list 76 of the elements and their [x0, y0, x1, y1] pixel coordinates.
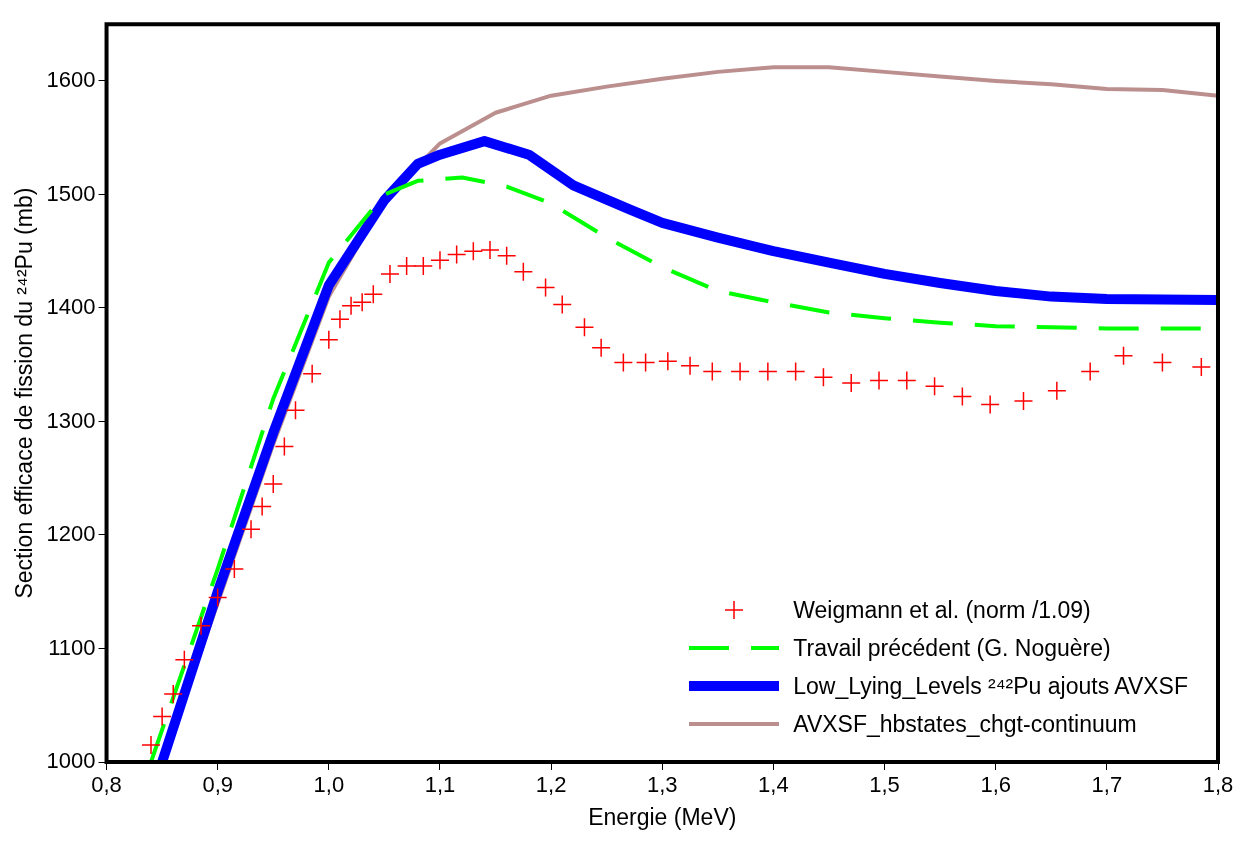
point: [1152, 352, 1173, 373]
point: [274, 436, 295, 457]
y-tick-label: 1100: [48, 634, 96, 660]
y-tick-label: 1200: [46, 521, 96, 547]
legend-label: Weigmann et al. (norm /1.09): [793, 596, 1091, 624]
point: [263, 474, 284, 494]
point: [302, 364, 322, 384]
point: [496, 246, 517, 266]
point: [252, 496, 272, 517]
x-tick-label: 0,8: [91, 772, 122, 798]
point: [952, 386, 973, 407]
point: [141, 735, 161, 755]
point: [1080, 361, 1100, 382]
x-tick-label: 1,0: [313, 772, 345, 798]
x-tick-label: 1,4: [758, 772, 789, 798]
point: [897, 370, 917, 391]
y-tick-label: 1500: [46, 180, 96, 206]
y-axis-title: Section efficace de fission du ²⁴²Pu (mb): [11, 187, 38, 599]
point: [152, 706, 172, 727]
point: [413, 256, 434, 276]
point: [241, 519, 261, 540]
point: [869, 370, 889, 391]
legend-label: Low_Lying_Levels ²⁴²Pu ajouts AVXSF: [793, 672, 1188, 700]
point: [174, 650, 195, 670]
point: [191, 616, 211, 636]
point: [352, 292, 372, 313]
point: [446, 244, 467, 265]
point: [635, 352, 656, 373]
x-tick-label: 1,6: [980, 772, 1012, 798]
point: [702, 361, 723, 382]
point: [730, 361, 750, 382]
point: [980, 394, 1000, 415]
legend-label: AVXSF_hbstates_chgt-continuum: [793, 710, 1137, 738]
y-tick-label: 1400: [46, 294, 96, 320]
point: [591, 337, 611, 358]
point: [658, 351, 678, 372]
point: [396, 256, 417, 276]
point: [285, 400, 306, 420]
point: [1191, 357, 1212, 377]
x-tick-label: 1,3: [646, 772, 678, 798]
x-tick-label: 1,8: [1202, 772, 1234, 798]
point: [513, 261, 534, 282]
point: [841, 373, 861, 393]
legend-label: Travail précédent (G. Noguère): [793, 634, 1111, 662]
y-tick-label: 1000: [46, 748, 96, 774]
point: [463, 241, 484, 261]
point: [758, 361, 778, 382]
x-tick-label: 0,9: [202, 772, 233, 798]
point: [319, 330, 339, 350]
x-tick-label: 1,1: [424, 772, 456, 798]
point: [613, 352, 634, 373]
point: [341, 295, 361, 316]
point: [163, 684, 183, 704]
x-tick-label: 1,5: [869, 772, 900, 798]
point: [380, 264, 400, 284]
point: [924, 376, 945, 397]
x-tick-label: 1,2: [535, 772, 567, 798]
y-tick-label: 1600: [46, 67, 96, 93]
point: [574, 317, 595, 338]
point: [1013, 391, 1034, 411]
point: [224, 559, 245, 579]
point: [552, 294, 572, 315]
point: [813, 367, 834, 387]
x-axis-title: Energie (MeV): [588, 803, 737, 830]
x-tick-label: 1,7: [1091, 772, 1123, 798]
point: [785, 361, 806, 382]
point: [207, 587, 228, 608]
point: [480, 240, 500, 260]
point: [680, 356, 700, 376]
point: [430, 250, 450, 271]
y-tick-label: 1300: [46, 407, 96, 433]
point: [535, 277, 556, 298]
point: [330, 309, 350, 330]
point: [1047, 381, 1067, 401]
point: [1113, 345, 1134, 366]
point: [363, 284, 384, 305]
